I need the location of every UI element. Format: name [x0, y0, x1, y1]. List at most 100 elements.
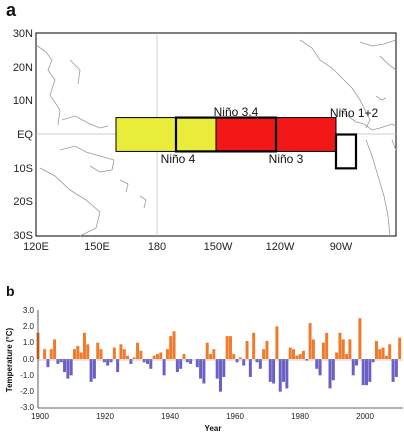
anomaly-bar	[301, 350, 305, 359]
anomaly-bar	[391, 359, 395, 382]
anomaly-bar	[63, 359, 67, 373]
anomaly-bar	[238, 357, 242, 359]
region-label-nino34: Niño 3.4	[214, 105, 259, 119]
x-tick-labels: 1900 1920 1940 1960 1980 2000	[31, 412, 374, 421]
panel-a-label: a	[6, 0, 17, 20]
lon-label: 120E	[23, 241, 49, 253]
anomaly-bar	[102, 359, 106, 363]
anomaly-bar	[252, 332, 256, 359]
anomaly-bar	[374, 341, 378, 359]
anomaly-bar	[146, 359, 149, 364]
y-tick-label: 1.0	[23, 338, 35, 347]
x-tick-label: 1900	[31, 412, 49, 421]
anomaly-bar	[388, 344, 392, 359]
anomaly-bar	[265, 341, 269, 359]
anomaly-bar	[149, 359, 153, 369]
coastlines	[35, 39, 397, 237]
anomaly-bar	[361, 359, 365, 386]
anomaly-bar	[235, 359, 239, 363]
x-tick-label: 1920	[96, 412, 114, 421]
anomaly-bar	[49, 349, 53, 359]
anomaly-bar	[228, 336, 232, 359]
lon-label: 180	[148, 241, 166, 253]
lat-label: 30S	[13, 230, 33, 242]
anomaly-bar	[338, 332, 342, 359]
lon-label: 150W	[204, 241, 233, 253]
lat-label: 20N	[13, 62, 33, 74]
y-tick-label: -3.0	[20, 403, 34, 412]
lat-label: 30N	[13, 28, 33, 40]
anomaly-bar	[308, 323, 312, 359]
anomaly-bar	[96, 342, 100, 359]
anomaly-bar	[295, 355, 299, 359]
y-axis-title: Temperature (°C)	[5, 327, 14, 392]
anomaly-bar	[371, 359, 375, 363]
anomaly-bar	[365, 359, 368, 386]
y-tick-label: -1.0	[20, 371, 34, 380]
anomaly-bar	[298, 354, 302, 359]
region-box-ni-o-1-2	[334, 133, 358, 170]
anomaly-bar	[394, 359, 398, 377]
anomaly-bar	[219, 359, 222, 392]
lat-label: 10N	[13, 95, 33, 107]
lon-label: 150E	[84, 241, 110, 253]
anomaly-bar	[172, 331, 176, 359]
anomaly-bar	[318, 359, 322, 376]
anomaly-bar	[92, 359, 96, 379]
anomaly-bar	[212, 349, 216, 359]
nino-regions-map: 30N 20N 10N EQ 10S 20S 30S 120E 150E 180…	[13, 28, 397, 253]
anomaly-bar	[46, 359, 50, 368]
anomaly-bar	[119, 344, 123, 359]
nino-region-layer	[115, 116, 358, 170]
anomaly-bar	[162, 359, 166, 376]
anomaly-bar	[328, 359, 332, 389]
anomaly-bar	[175, 359, 179, 373]
lat-label: 20S	[13, 196, 33, 208]
anomaly-bar	[136, 342, 140, 359]
anomaly-bar	[202, 359, 206, 384]
anomaly-bar	[129, 359, 133, 364]
anomaly-bar	[155, 354, 159, 359]
anomaly-bar	[56, 359, 60, 364]
temperature-bars	[36, 318, 402, 392]
anomaly-bar	[381, 347, 385, 359]
anomaly-bar	[282, 359, 286, 382]
x-tick-label: 1940	[161, 412, 179, 421]
anomaly-bar	[195, 359, 199, 368]
anomaly-bar	[69, 359, 73, 376]
anomaly-bar	[315, 359, 319, 369]
x-tick-label: 2000	[356, 412, 374, 421]
lat-label: 10S	[13, 163, 33, 175]
anomaly-bar	[245, 341, 249, 359]
region-labels: Niño 4 Niño 3 Niño 3.4 Niño 1+2	[161, 105, 379, 166]
anomaly-bar	[185, 359, 189, 363]
anomaly-bar	[169, 336, 173, 359]
region-box-ni-o-4	[115, 117, 217, 152]
anomaly-bar	[53, 339, 57, 359]
lon-axis: 120E 150E 180 150W 120W 90W	[23, 241, 353, 253]
anomaly-bar	[59, 359, 63, 363]
anomaly-bar	[126, 355, 130, 359]
anomaly-bar	[122, 349, 126, 359]
anomaly-bar	[242, 359, 246, 366]
anomaly-bar	[112, 347, 116, 359]
anomaly-bar	[275, 326, 279, 359]
anomaly-bar	[378, 349, 382, 359]
anomaly-bar	[335, 352, 339, 359]
region-label-nino12: Niño 1+2	[330, 106, 379, 120]
anomaly-bar	[73, 349, 76, 359]
anomaly-bar	[142, 359, 146, 363]
x-tick-label: 1980	[291, 412, 309, 421]
anomaly-bar	[199, 359, 203, 379]
anomaly-bar	[398, 337, 402, 359]
anomaly-bar	[209, 354, 213, 359]
anomaly-bar	[355, 359, 359, 366]
x-tick-label: 1960	[226, 412, 244, 421]
anomaly-bar	[43, 349, 47, 359]
anomaly-bar	[165, 349, 169, 359]
y-tick-label: 2.0	[23, 322, 35, 331]
anomaly-bar	[351, 359, 355, 376]
anomaly-bar	[278, 359, 282, 392]
y-tick-label: 0.0	[23, 355, 35, 364]
anomaly-bar	[262, 349, 266, 359]
